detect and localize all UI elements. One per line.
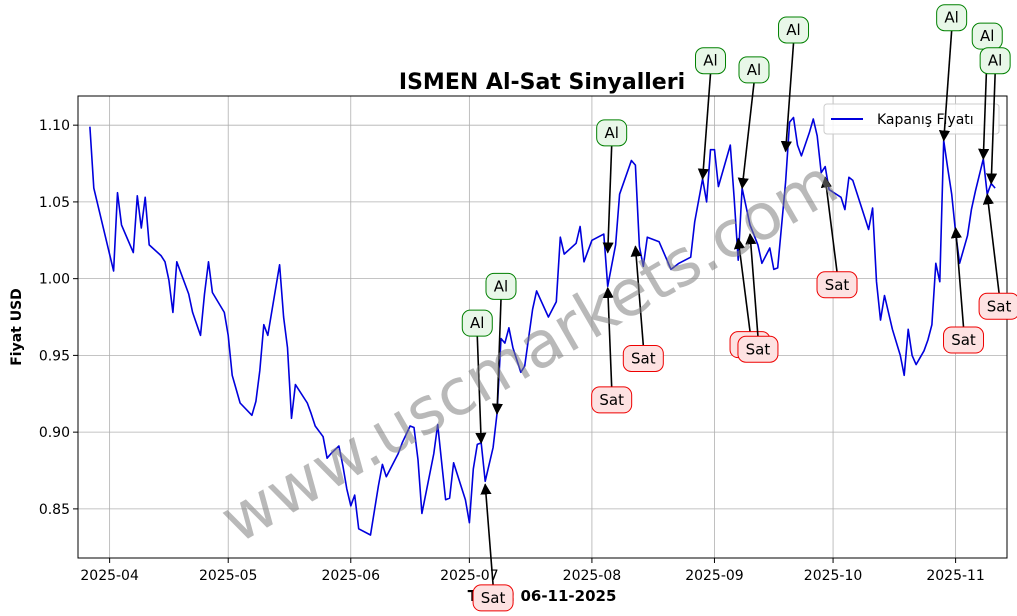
signal-arrow [745, 233, 759, 337]
signal-arrow [982, 193, 1000, 294]
chart-title: ISMEN Al-Sat Sinyalleri [399, 70, 685, 95]
y-tick-label: 1.00 [39, 272, 70, 288]
x-tick-label: 2025-04 [80, 568, 139, 584]
y-axis: 0.85 0.90 0.95 1.00 1.05 1.10 [39, 118, 78, 518]
x-tick-label: 2025-11 [926, 568, 985, 584]
signal-arrow [602, 145, 614, 254]
signal-label-box [936, 4, 968, 32]
signal-arrow [780, 42, 795, 153]
legend: Kapanış Fiyatı [823, 103, 1000, 135]
signal-arrow [733, 237, 751, 332]
x-tick-label: 2025-06 [322, 568, 381, 584]
signal-label: Sat [481, 589, 506, 607]
sell-signal: Sat [737, 233, 779, 363]
signal-label: Al [747, 61, 761, 79]
buy-signal: Al [596, 119, 628, 254]
signal-arrow [630, 245, 645, 346]
signal-label: Sat [746, 340, 771, 358]
legend-label: Kapanış Fiyatı [877, 112, 974, 128]
x-axis: 2025-04 2025-05 2025-06 2025-07 2025-08 2025-… [80, 558, 985, 584]
signal-label-box [461, 309, 493, 337]
signal-label: Al [988, 52, 1002, 70]
signal-label: Sat [599, 391, 624, 409]
signal-label: Sat [631, 349, 656, 367]
y-tick-label: 0.85 [39, 502, 70, 518]
buy-signal: Al [778, 16, 810, 153]
x-tick-label: 2025-05 [199, 568, 258, 584]
price-line-series [89, 116, 996, 536]
signal-label: Al [604, 124, 618, 142]
signal-label-box [622, 344, 664, 372]
signal-label: Al [944, 9, 958, 27]
signal-arrow [491, 299, 503, 415]
signal-arrow [475, 336, 487, 445]
signal-label-box [591, 386, 633, 414]
signal-label: Al [786, 21, 800, 39]
y-tick-label: 0.90 [39, 425, 70, 441]
signal-label: Sat [951, 331, 976, 349]
signal-arrow [480, 483, 494, 585]
y-axis-label: Fiyat USD [9, 288, 25, 366]
signal-annotations: AlAlSatSatAlSatAlSatAlSatAlSatAlSatAlAlS… [461, 4, 1017, 612]
buy-signal: Al [936, 4, 968, 142]
signal-label-box [778, 16, 810, 44]
signal-arrow [950, 226, 965, 328]
signal-label-box [978, 292, 1017, 320]
signal-arrow [697, 73, 712, 181]
signal-label-box [738, 56, 770, 84]
sell-signal: Sat [591, 286, 633, 414]
signal-label: Al [703, 52, 717, 70]
y-tick-label: 1.05 [39, 195, 70, 211]
signal-label: Al [470, 314, 484, 332]
signal-arrow [820, 176, 838, 272]
x-tick-label: 2025-07 [440, 568, 499, 584]
signal-label-box [737, 335, 779, 363]
signal-label: Sat [825, 276, 850, 294]
sell-signal: Sat [472, 483, 514, 612]
y-tick-label: 1.10 [39, 118, 70, 134]
signal-label-box [596, 119, 628, 147]
signal-label: Sat [987, 297, 1012, 315]
buy-signal: Al [695, 47, 727, 181]
signal-label: Al [980, 27, 994, 45]
signal-arrow [737, 82, 755, 190]
buy-signal: Al [485, 272, 517, 415]
legend-box [823, 103, 1000, 135]
sell-signal: Sat [816, 176, 858, 299]
buy-signal: Al [979, 47, 1011, 185]
signal-label-box [816, 271, 858, 299]
sell-signal: Sat [978, 193, 1017, 320]
price-line [89, 116, 996, 536]
signal-label-box [695, 47, 727, 75]
signal-arrow [985, 73, 998, 185]
signal-arrow [938, 30, 953, 142]
signal-label-box [472, 584, 514, 612]
buy-signal: Al [737, 56, 770, 190]
signal-label-box [485, 272, 517, 300]
signal-label: Al [494, 277, 508, 295]
signal-label-box [943, 326, 985, 354]
signal-arrow [602, 286, 614, 387]
x-tick-label: 2025-09 [685, 568, 744, 584]
buy-signal: Al [971, 22, 1003, 161]
sell-signal: Sat [943, 226, 985, 354]
y-tick-label: 0.95 [39, 348, 70, 364]
buy-signal: Al [461, 309, 493, 445]
plot-frame [77, 95, 1008, 559]
signal-label-box [979, 47, 1011, 75]
sell-signal: Sat [622, 245, 664, 372]
x-tick-label: 2025-08 [563, 568, 622, 584]
x-tick-label: 2025-10 [804, 568, 863, 584]
